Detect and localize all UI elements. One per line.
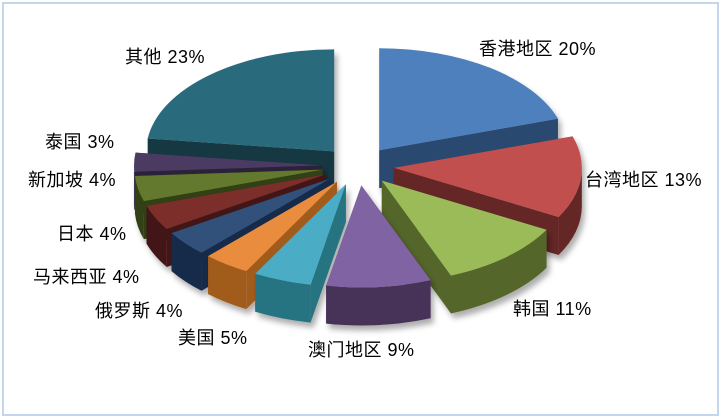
pie-slice-2 [381,180,547,314]
pie-slice-label-8: 新加坡 4% [28,170,117,190]
pie-slices-layer [134,48,582,326]
pie-slice-label-9: 泰国 3% [45,132,115,152]
pie-slice-label-1: 台湾地区 13% [585,170,703,190]
pie-slice-label-5: 俄罗斯 4% [95,301,184,321]
pie-slice-4 [255,184,346,323]
pie-slice-label-6: 马来西亚 4% [33,267,140,287]
pie-slice-label-7: 日本 4% [57,224,127,244]
pie-slice-label-2: 韩国 11% [513,299,592,319]
pie-slice-3 [326,185,431,326]
pie-slice-label-0: 香港地区 20% [479,39,597,59]
pie-slice-label-10: 其他 23% [125,47,206,67]
pie-slice-label-4: 美国 5% [178,328,248,348]
pie-slice-label-3: 澳门地区 9% [308,340,415,360]
